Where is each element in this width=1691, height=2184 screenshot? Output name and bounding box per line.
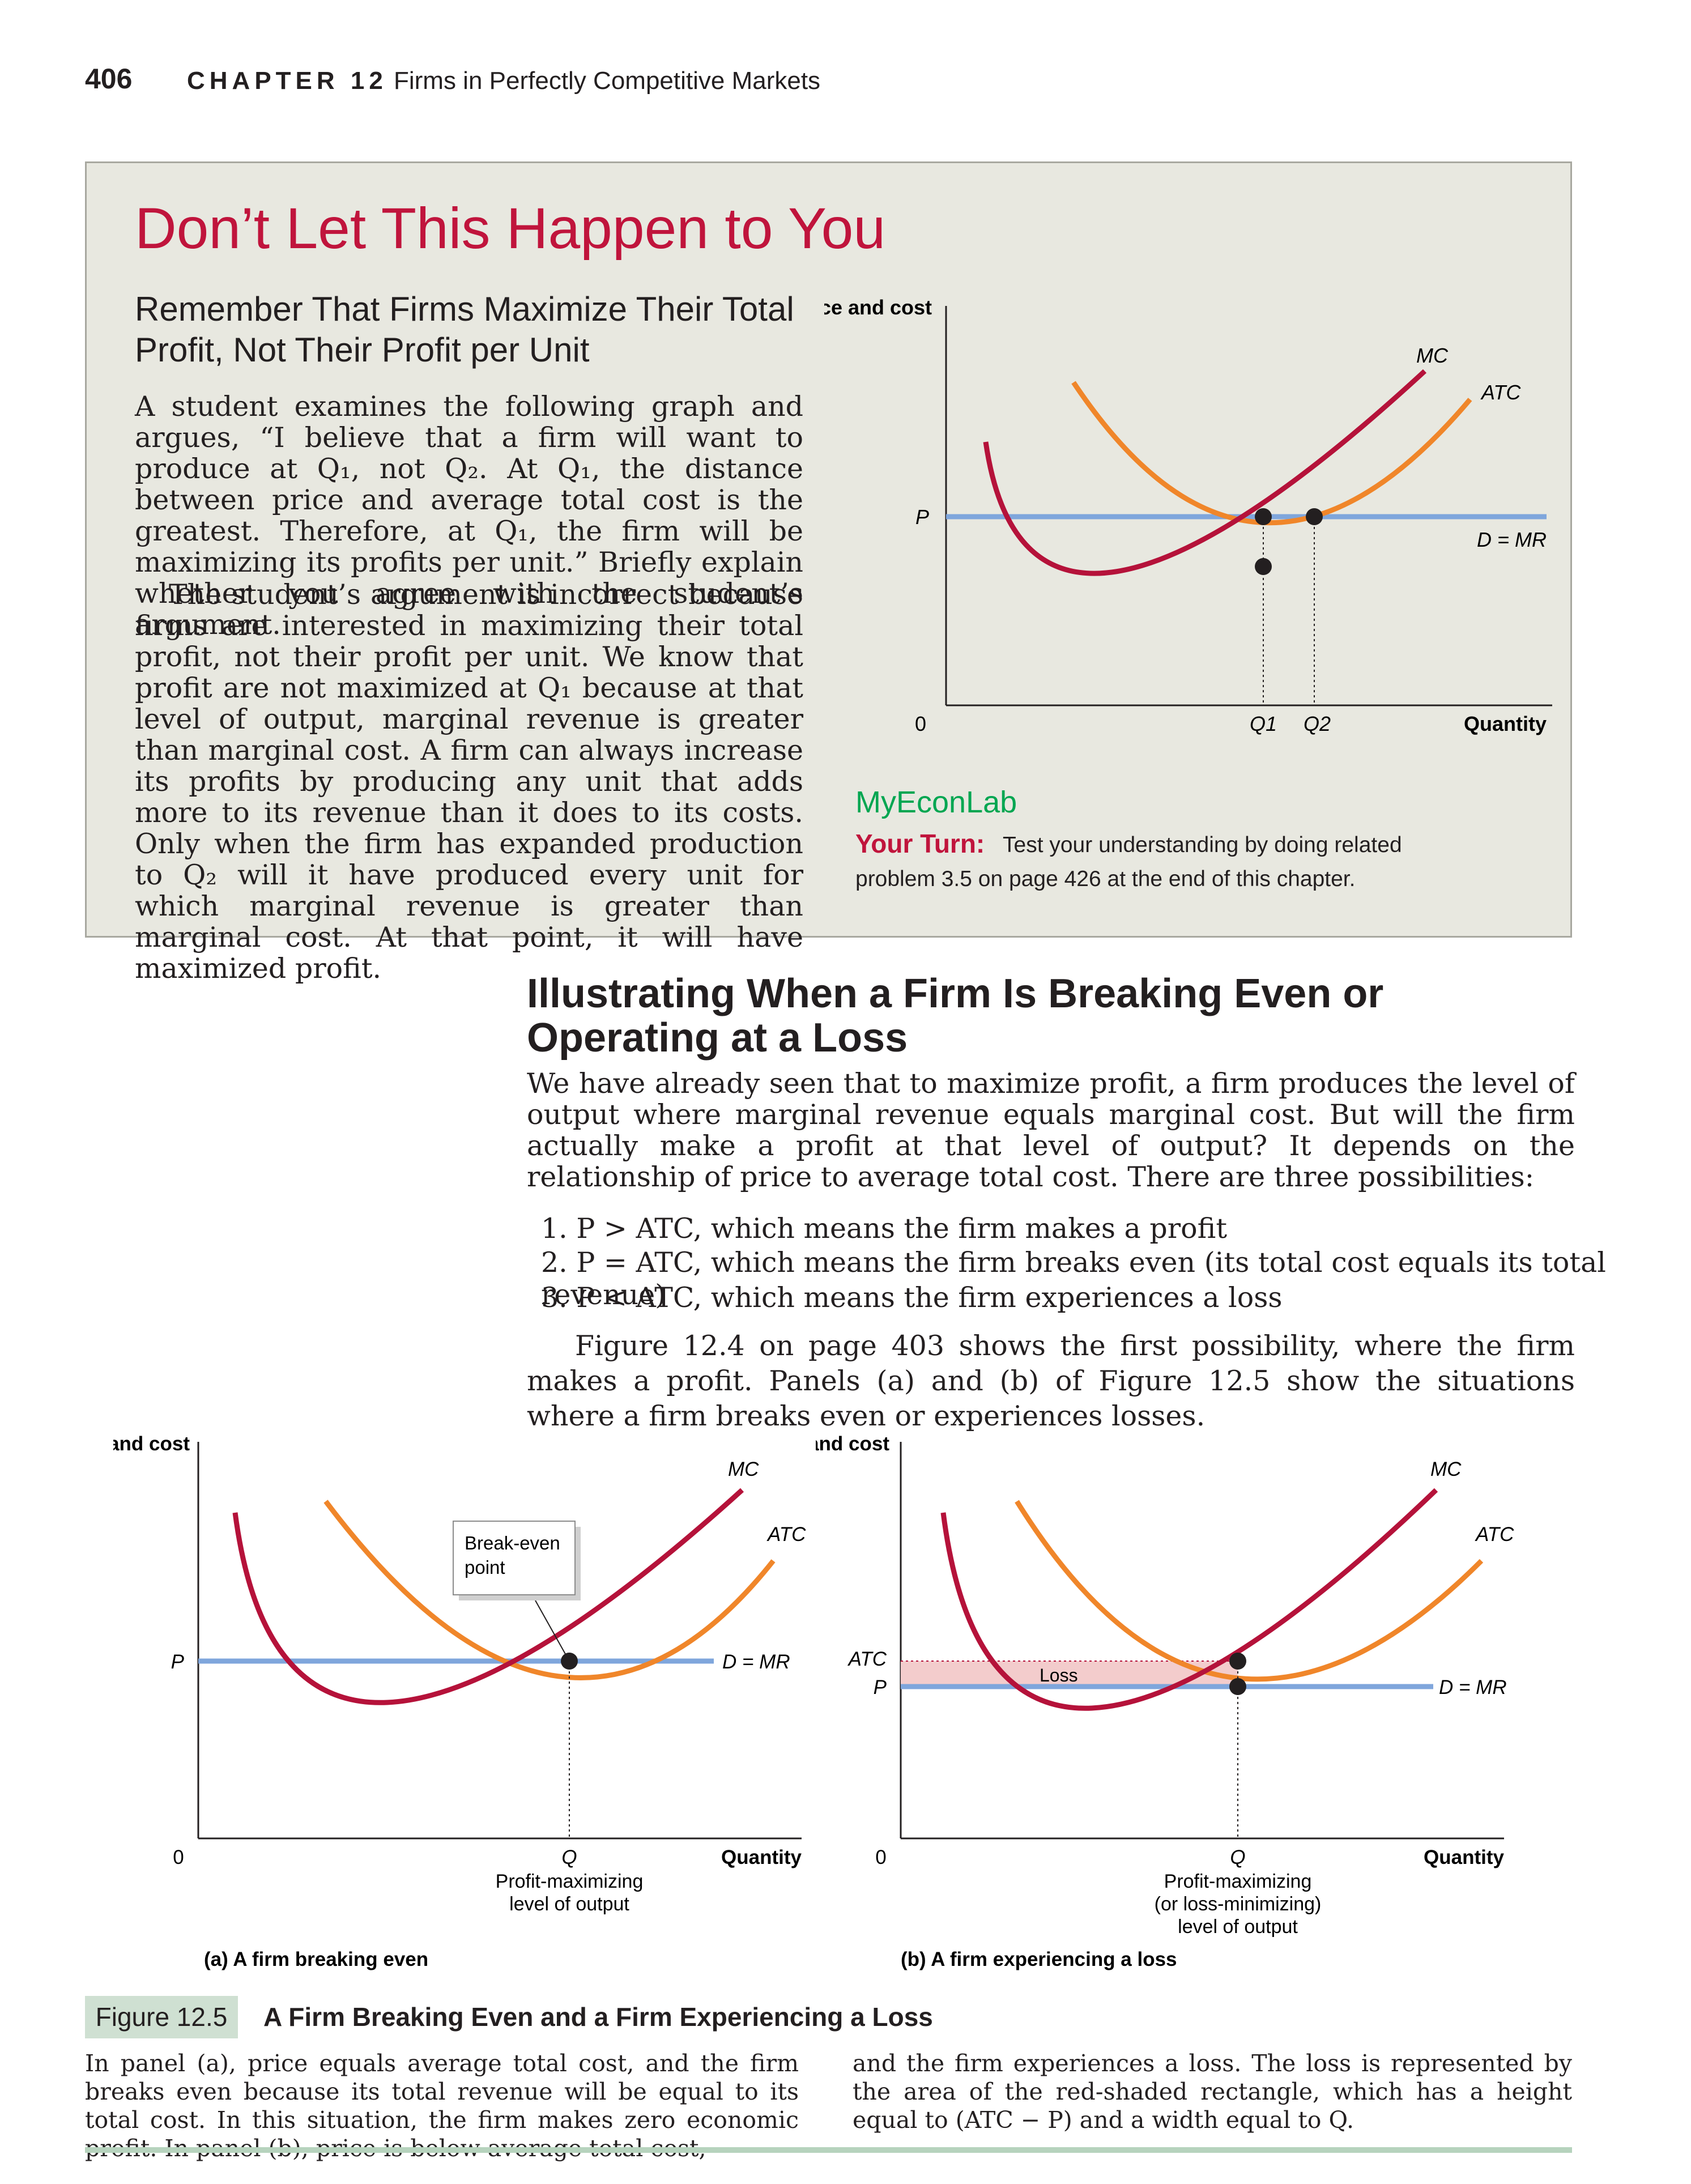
- mc-curve: [983, 369, 1427, 576]
- atc-label: ATC: [766, 1523, 806, 1546]
- figure-reference-paragraph: Figure 12.4 on page 403 shows the first …: [527, 1330, 1575, 1432]
- atc-curve: [323, 1500, 776, 1680]
- your-turn-text: problem 3.5 on page 426 at the end of th…: [855, 867, 1356, 891]
- mc-curve: [940, 1488, 1438, 1711]
- q-tick-note: Profit-maximizing: [496, 1871, 644, 1892]
- page-number: 406: [85, 63, 133, 95]
- atc-tick: ATC: [847, 1648, 887, 1670]
- atc-label: ATC: [1475, 1523, 1514, 1546]
- q-tick: Q: [561, 1846, 577, 1868]
- mc-label: MC: [1416, 344, 1449, 367]
- y-axis-label: Price and cost: [824, 296, 932, 319]
- mc-curve: [232, 1488, 744, 1705]
- callout-paragraph: A student examines the following graph a…: [135, 390, 803, 641]
- q-tick-note: Profit-maximizing: [1164, 1871, 1312, 1892]
- dmr-label: D = MR: [722, 1651, 790, 1673]
- callout-chart: Price and cost MC ATC D = MR P 0 Q1 Q2 Q…: [824, 296, 1552, 735]
- section-intro: We have already seen that to maximize pr…: [527, 1067, 1575, 1193]
- panel-b-caption: (b) A firm experiencing a loss: [901, 1948, 1177, 1970]
- panel-a-caption: (a) A firm breaking even: [204, 1948, 428, 1970]
- q-tick-note: (or loss-minimizing): [1155, 1893, 1322, 1915]
- price-tick: P: [171, 1651, 185, 1673]
- your-turn-label: Your Turn:: [855, 829, 985, 858]
- q-tick-note: level of output: [509, 1893, 629, 1915]
- mc-label: MC: [1430, 1458, 1462, 1480]
- callout-paragraph: The student’s argument is incorrect beca…: [135, 578, 803, 985]
- callout-heading: Don’t Let This Happen to You: [135, 196, 886, 261]
- panel-a-chart: Price and cost Break-even point MC ATC D…: [113, 1433, 806, 1970]
- q1-tick: Q1: [1250, 712, 1277, 735]
- q-tick: Q: [1230, 1846, 1245, 1868]
- break-even-label: Break-even: [465, 1532, 560, 1553]
- point-q1-price: [1255, 508, 1272, 525]
- price-tick: P: [915, 505, 929, 529]
- atc-curve: [1015, 1500, 1484, 1682]
- loss-label: Loss: [1040, 1665, 1078, 1685]
- x-axis-label: Quantity: [1424, 1846, 1504, 1868]
- break-even-label-box: [453, 1521, 576, 1595]
- figure-title: A Firm Breaking Even and a Firm Experien…: [263, 2002, 933, 2032]
- dmr-label: D = MR: [1439, 1676, 1507, 1698]
- callout-box: [85, 161, 1572, 938]
- price-tick: P: [874, 1676, 887, 1698]
- chapter-title: Firms in Perfectly Competitive Markets: [394, 67, 821, 95]
- dmr-label: D = MR: [1477, 528, 1547, 551]
- callout-subheading: Remember That Firms Maximize Their Total…: [135, 290, 794, 369]
- figure-caption: and the firm experiences a loss. The los…: [853, 2050, 1572, 2134]
- possibility-list-item: 2. P = ATC, which means the firm breaks …: [541, 1246, 1606, 1311]
- section-heading: Illustrating When a Firm Is Breaking Eve…: [527, 971, 1384, 1061]
- panel-b-chart: Price and cost Loss MC ATC D = MR ATC P …: [816, 1433, 1514, 1970]
- x-axis-label: Quantity: [721, 1846, 802, 1868]
- figure-caption: In panel (a), price equals average total…: [85, 2050, 799, 2162]
- atc-curve: [1071, 381, 1472, 526]
- point-q1-atc: [1255, 558, 1272, 575]
- point-q2-price: [1306, 508, 1323, 525]
- q-tick-note: level of output: [1178, 1916, 1298, 1938]
- figure-label: Figure 12.5: [85, 1996, 238, 2038]
- mc-label: MC: [728, 1458, 759, 1480]
- origin-label: 0: [875, 1846, 886, 1868]
- possibility-list-item: 3. P < ATC, which means the firm experie…: [541, 1282, 1283, 1314]
- bottom-rule: [85, 2147, 1572, 2153]
- x-axis-label: Quantity: [1464, 712, 1547, 735]
- origin-label: 0: [915, 712, 926, 735]
- origin-label: 0: [173, 1846, 184, 1868]
- your-turn-text: Test your understanding by doing related: [1003, 833, 1402, 857]
- possibility-list-item: 1. P > ATC, which means the firm makes a…: [541, 1212, 1228, 1245]
- point-atc: [1229, 1653, 1246, 1670]
- y-axis-label: Price and cost: [816, 1433, 889, 1455]
- point-price: [1229, 1678, 1246, 1695]
- y-axis-label: Price and cost: [113, 1433, 190, 1455]
- break-even-label: point: [465, 1557, 505, 1578]
- atc-label: ATC: [1480, 381, 1521, 404]
- chapter-label: CHAPTER 12: [187, 67, 387, 95]
- myeconlab-logo: MyEconLab: [855, 785, 1017, 819]
- break-even-pointer: [535, 1600, 570, 1662]
- q2-tick: Q2: [1304, 712, 1331, 735]
